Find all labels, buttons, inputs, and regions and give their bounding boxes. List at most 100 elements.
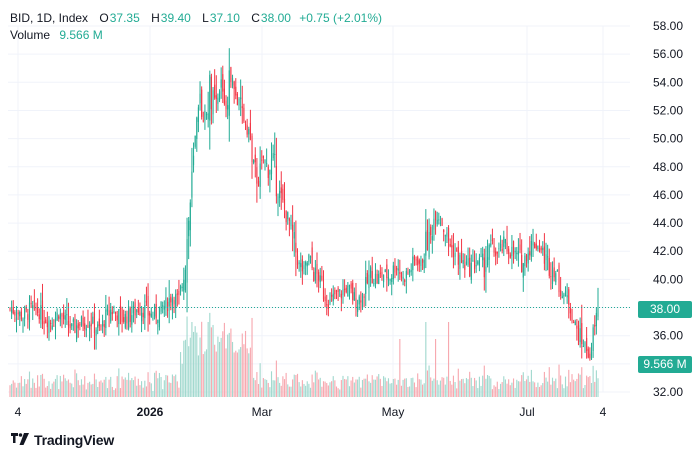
volume-bar (327, 385, 329, 397)
volume-bar (82, 384, 84, 397)
volume-bar (175, 374, 177, 397)
volume-bar (97, 386, 99, 397)
candle-body (46, 322, 48, 328)
volume-bar (308, 383, 310, 397)
volume-bar (25, 383, 27, 397)
candle-body (384, 269, 386, 273)
volume-bar (551, 377, 554, 397)
candle-body (240, 97, 242, 100)
volume-bar (405, 378, 407, 397)
candle-body (212, 90, 214, 115)
volume-bar (295, 375, 297, 397)
volume-bar (473, 377, 476, 397)
volume-bar (14, 382, 16, 397)
volume-bar (236, 352, 238, 397)
candle-body (102, 320, 104, 327)
volume-bar (155, 370, 157, 397)
candle-body (15, 317, 18, 321)
volume-bar (594, 381, 596, 397)
y-tick-label: 36.00 (653, 329, 683, 343)
volume-bar (480, 385, 482, 397)
volume-bar (425, 322, 427, 397)
candle-body (56, 312, 58, 321)
volume-bar (586, 375, 588, 397)
volume-bar (486, 374, 489, 397)
candle-body (63, 312, 65, 319)
volume-bar (555, 378, 557, 397)
candle-body (179, 286, 182, 290)
tradingview-logo[interactable]: TradingView (10, 432, 114, 448)
volume-bar (339, 389, 341, 397)
candle-body (149, 312, 151, 316)
symbol-label[interactable]: BID, 1D, Index (10, 11, 89, 25)
candle-body (116, 315, 118, 321)
candle-body (176, 293, 178, 295)
volume-bar (137, 378, 139, 397)
volume-bar (119, 388, 122, 397)
volume-bar (311, 374, 313, 397)
tradingview-logo-icon (11, 433, 29, 445)
candle-body (201, 89, 203, 117)
candle-body (30, 303, 32, 305)
candle-body (22, 318, 24, 322)
volume-key[interactable]: Volume (10, 28, 51, 42)
y-tick-label: 50.00 (653, 132, 683, 146)
volume-bar (345, 379, 347, 397)
candle-body (293, 232, 295, 239)
candle-body (311, 247, 313, 268)
candle-body (207, 113, 209, 120)
candle-body (145, 301, 148, 303)
volume-bar (439, 380, 442, 397)
volume-bar (126, 379, 128, 397)
candle-body (451, 245, 453, 248)
volume-bar (521, 375, 523, 397)
candle-body (196, 117, 198, 139)
candle-body (524, 255, 526, 267)
candle-body (188, 220, 190, 237)
volume-bar (482, 375, 484, 397)
volume-bar (33, 382, 35, 397)
candle-body (485, 266, 487, 272)
volume-bar (189, 337, 191, 397)
candle-body (272, 153, 274, 159)
volume-bar (597, 378, 599, 397)
volume-bar (181, 363, 183, 397)
candle-body (582, 346, 584, 348)
volume-bar (272, 380, 274, 397)
candle-body (66, 314, 68, 316)
volume-bar (233, 352, 235, 397)
candle-body (469, 257, 471, 277)
volume-bar (352, 376, 354, 397)
volume-bar (433, 378, 435, 397)
y-tick-label: 56.00 (653, 47, 683, 61)
candle-body (517, 251, 519, 255)
candle-body (548, 257, 550, 276)
candle-body (147, 296, 149, 316)
candle-body (473, 260, 476, 269)
candle-body (491, 239, 493, 241)
volume-bar (296, 373, 299, 397)
volume-bar (264, 379, 266, 397)
volume-bar (191, 322, 193, 397)
candle-body (361, 293, 364, 307)
candle-body (480, 256, 482, 258)
volume-bar (537, 382, 539, 397)
candle-body (12, 307, 14, 314)
volume-bar (150, 383, 152, 397)
low-value: 37.10 (209, 11, 240, 25)
candle-body (417, 256, 419, 266)
volume-bar (493, 385, 495, 397)
price-axis: 58.00 56.00 54.00 52.00 50.00 48.00 46.00 44.00… (653, 19, 683, 399)
volume-bar (428, 365, 430, 397)
candle-body (288, 218, 290, 221)
candle-body (438, 219, 440, 221)
volume-bar (249, 347, 251, 397)
candle-body (222, 74, 224, 92)
volume-bar (305, 385, 307, 397)
volume-bar (426, 370, 429, 397)
candle-body (270, 158, 273, 175)
volume-bar (59, 375, 61, 397)
candle-body (449, 243, 451, 247)
candle-body (158, 306, 161, 328)
